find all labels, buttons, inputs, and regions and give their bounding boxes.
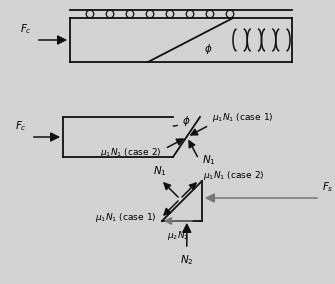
Text: $\phi$: $\phi$	[204, 42, 212, 56]
Text: $\mu_1 N_1$ (case 2): $\mu_1 N_1$ (case 2)	[203, 169, 265, 182]
Text: $\mu_1 N_1$ (case 2): $\mu_1 N_1$ (case 2)	[100, 146, 162, 159]
Text: $N_1$: $N_1$	[153, 164, 167, 178]
Text: $\mu_2 N_2$: $\mu_2 N_2$	[167, 229, 189, 242]
Text: $F_s$: $F_s$	[322, 180, 334, 194]
Text: $\phi$: $\phi$	[182, 114, 191, 128]
Text: $\mu_1 N_1$ (case 1): $\mu_1 N_1$ (case 1)	[212, 111, 274, 124]
Text: $\mu_1 N_1$ (case 1): $\mu_1 N_1$ (case 1)	[95, 211, 157, 224]
Text: $F_c$: $F_c$	[20, 22, 32, 36]
Text: $N_1$: $N_1$	[202, 153, 215, 167]
Text: $N_2$: $N_2$	[180, 253, 194, 267]
Text: $F_c$: $F_c$	[15, 119, 27, 133]
